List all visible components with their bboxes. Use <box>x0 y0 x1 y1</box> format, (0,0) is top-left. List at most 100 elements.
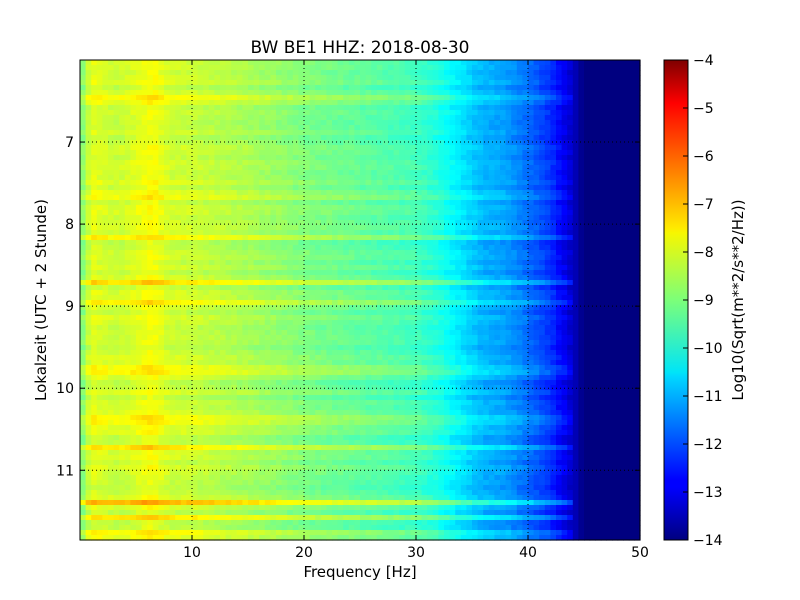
heatmap-cell <box>578 170 585 176</box>
heatmap-cell <box>276 175 283 181</box>
heatmap-cell <box>124 175 131 181</box>
heatmap-cell <box>292 295 299 301</box>
heatmap-cell <box>477 165 484 171</box>
heatmap-cell <box>225 305 232 311</box>
heatmap-cell <box>304 255 311 261</box>
heatmap-cell <box>197 275 204 281</box>
heatmap-cell <box>382 120 389 126</box>
heatmap-cell <box>617 150 624 156</box>
heatmap-cell <box>561 255 568 261</box>
heatmap-cell <box>320 230 327 236</box>
heatmap-cell <box>354 140 361 146</box>
heatmap-cell <box>522 220 529 226</box>
heatmap-cell <box>606 105 613 111</box>
heatmap-cell <box>421 290 428 296</box>
heatmap-cell <box>595 205 602 211</box>
heatmap-cell <box>304 290 311 296</box>
heatmap-cell <box>124 125 131 131</box>
heatmap-cell <box>108 65 115 71</box>
heatmap-cell <box>326 80 333 86</box>
heatmap-cell <box>304 295 311 301</box>
heatmap-cell <box>354 70 361 76</box>
heatmap-cell <box>483 265 490 271</box>
heatmap-cell <box>343 170 350 176</box>
heatmap-cell <box>354 100 361 106</box>
heatmap-cell <box>365 270 372 276</box>
heatmap-cell <box>539 250 546 256</box>
heatmap-cell <box>180 240 187 246</box>
heatmap-cell <box>404 185 411 191</box>
heatmap-cell <box>455 235 462 241</box>
heatmap-cell <box>567 255 574 261</box>
heatmap-cell <box>623 175 630 181</box>
heatmap-cell <box>348 270 355 276</box>
heatmap-cell <box>500 160 507 166</box>
heatmap-cell <box>264 120 271 126</box>
heatmap-cell <box>533 195 540 201</box>
heatmap-cell <box>421 90 428 96</box>
heatmap-cell <box>511 125 518 131</box>
heatmap-cell <box>298 190 305 196</box>
heatmap-cell <box>102 110 109 116</box>
heatmap-cell <box>236 170 243 176</box>
heatmap-cell <box>214 210 221 216</box>
heatmap-cell <box>617 250 624 256</box>
heatmap-cell <box>136 205 143 211</box>
heatmap-cell <box>332 235 339 241</box>
heatmap-cell <box>231 90 238 96</box>
heatmap-cell <box>584 145 591 151</box>
heatmap-cell <box>528 285 535 291</box>
heatmap-cell <box>214 155 221 161</box>
heatmap-cell <box>158 100 165 106</box>
heatmap-cell <box>556 265 563 271</box>
heatmap-cell <box>175 155 182 161</box>
heatmap-cell <box>248 205 255 211</box>
heatmap-cell <box>628 275 635 281</box>
heatmap-cell <box>242 245 249 251</box>
heatmap-cell <box>270 295 277 301</box>
heatmap-cell <box>550 150 557 156</box>
heatmap-cell <box>147 205 154 211</box>
heatmap-cell <box>505 155 512 161</box>
heatmap-cell <box>158 205 165 211</box>
heatmap-cell <box>158 260 165 266</box>
heatmap-cell <box>455 210 462 216</box>
heatmap-cell <box>326 270 333 276</box>
heatmap-cell <box>276 165 283 171</box>
heatmap-cell <box>326 240 333 246</box>
heatmap-cell <box>623 65 630 71</box>
heatmap-cell <box>567 300 574 306</box>
heatmap-cell <box>505 135 512 141</box>
heatmap-cell <box>410 120 417 126</box>
heatmap-cell <box>214 300 221 306</box>
heatmap-cell <box>444 145 451 151</box>
heatmap-cell <box>298 145 305 151</box>
heatmap-cell <box>634 275 641 281</box>
heatmap-cell <box>164 95 171 101</box>
heatmap-cell <box>505 150 512 156</box>
heatmap-cell <box>320 95 327 101</box>
heatmap-cell <box>589 130 596 136</box>
heatmap-cell <box>561 70 568 76</box>
heatmap-cell <box>253 185 260 191</box>
heatmap-cell <box>276 220 283 226</box>
heatmap-cell <box>623 115 630 121</box>
heatmap-cell <box>332 130 339 136</box>
heatmap-cell <box>80 60 87 66</box>
heatmap-cell <box>550 60 557 66</box>
heatmap-cell <box>600 170 607 176</box>
heatmap-cell <box>309 105 316 111</box>
heatmap-cell <box>152 275 159 281</box>
heatmap-cell <box>264 220 271 226</box>
heatmap-cell <box>326 220 333 226</box>
heatmap-cell <box>96 170 103 176</box>
heatmap-cell <box>203 290 210 296</box>
heatmap-cell <box>449 180 456 186</box>
heatmap-cell <box>494 110 501 116</box>
heatmap-cell <box>505 240 512 246</box>
heatmap-cell <box>130 200 137 206</box>
heatmap-cell <box>175 180 182 186</box>
heatmap-cell <box>320 200 327 206</box>
heatmap-cell <box>393 145 400 151</box>
heatmap-cell <box>214 305 221 311</box>
